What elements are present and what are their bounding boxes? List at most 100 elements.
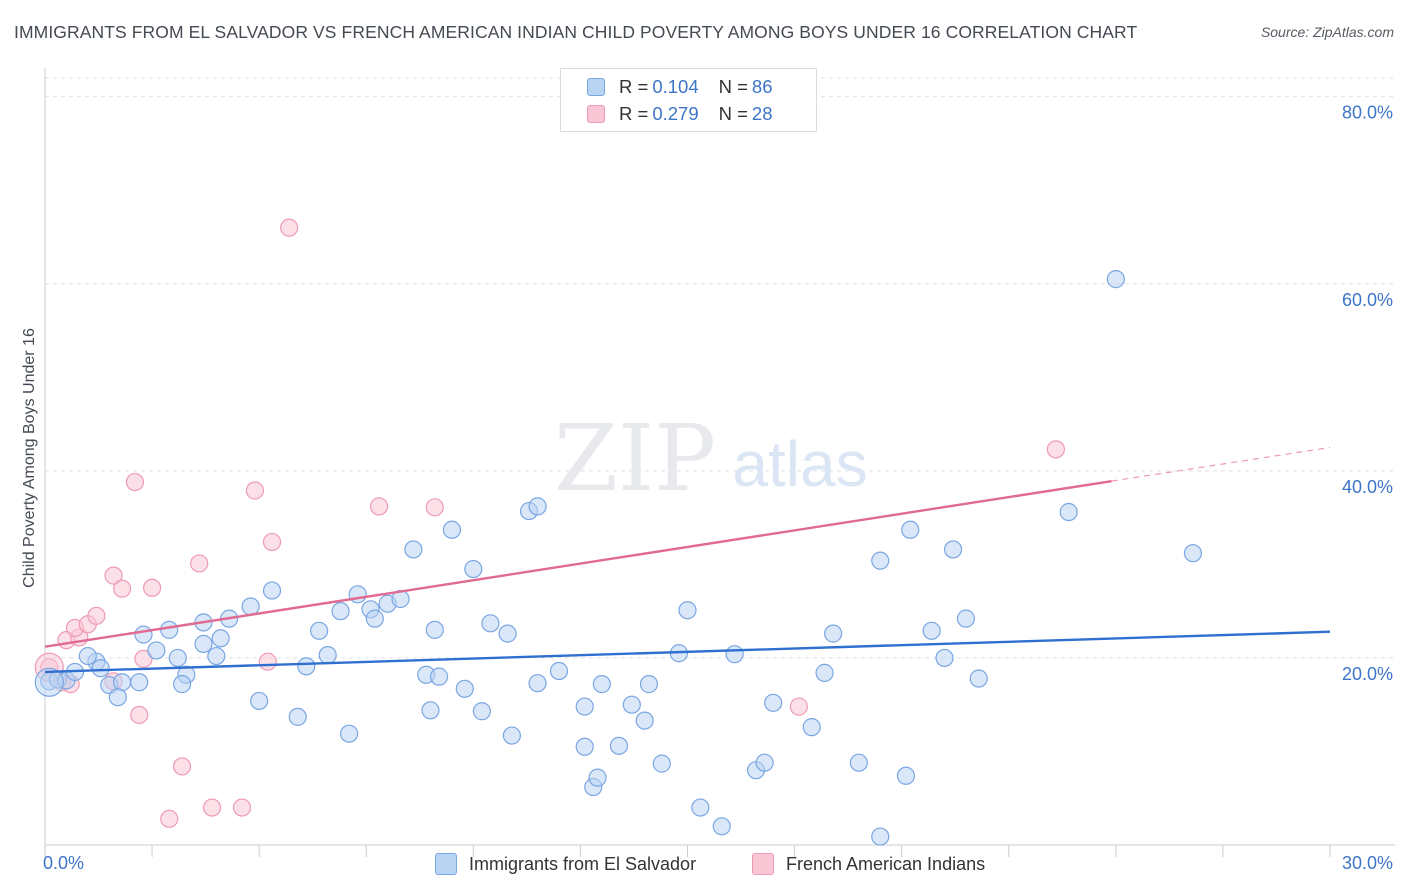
- blue-point: [956, 609, 976, 628]
- pink-point: [370, 497, 389, 516]
- tick-labels: 20.0% 40.0% 60.0% 80.0% 0.0% 30.0%: [43, 103, 1393, 873]
- blue-point: [442, 520, 462, 539]
- y-tick-label-80: 80.0%: [1342, 103, 1393, 123]
- blue-point: [849, 753, 868, 772]
- grid-lines: [45, 77, 1395, 659]
- blue-point: [502, 726, 521, 745]
- blue-point: [943, 540, 963, 559]
- blue-point: [112, 673, 132, 692]
- axes: [44, 68, 1395, 857]
- blue-point: [815, 663, 834, 682]
- blue-point: [896, 766, 916, 785]
- correlation-legend: R = 0.104 N = 86 R = 0.279 N = 28: [560, 68, 817, 132]
- pink-point: [280, 218, 299, 237]
- blue-point: [871, 827, 890, 846]
- blue-point: [481, 614, 500, 633]
- pink-point: [125, 472, 145, 492]
- watermark: ZIP atlas: [554, 405, 868, 512]
- bottom-legend-pink-label: French American Indians: [786, 853, 986, 874]
- y-tick-label-20: 20.0%: [1342, 664, 1393, 684]
- blue-point: [678, 601, 697, 620]
- blue-point: [147, 641, 166, 660]
- blue-point: [588, 768, 607, 787]
- blue-point: [575, 737, 594, 756]
- pink-point: [130, 705, 149, 725]
- pink-point: [142, 578, 162, 597]
- pink-point: [160, 809, 179, 828]
- blue-point: [160, 620, 179, 639]
- pink-point: [262, 532, 282, 552]
- blue-point: [250, 691, 269, 711]
- blue-point: [421, 701, 440, 720]
- pink-point: [104, 566, 123, 585]
- blue-point: [318, 646, 337, 665]
- pink-trend-extension: [1111, 446, 1331, 482]
- pink-point: [245, 481, 264, 500]
- blue-point: [130, 673, 149, 692]
- pink-point: [202, 798, 222, 817]
- bottom-legend-blue-label: Immigrants from El Salvador: [469, 853, 697, 874]
- blue-point: [404, 540, 423, 559]
- pink-point: [232, 798, 252, 817]
- blue-point: [622, 695, 641, 714]
- blue-point: [168, 648, 187, 668]
- blue-point: [1059, 502, 1078, 522]
- watermark-zip: ZIP: [554, 405, 716, 512]
- pink-point: [789, 697, 808, 716]
- blue-point: [712, 817, 731, 836]
- pink-trend-line: [44, 479, 1112, 648]
- blue-point: [288, 707, 307, 726]
- legend-blue-r-value: 0.104: [652, 76, 699, 97]
- blue-point: [824, 624, 843, 643]
- blue-point: [297, 657, 316, 676]
- blue-point: [935, 648, 954, 668]
- x-tick-label-min: 0.0%: [43, 853, 84, 873]
- blue-point: [969, 669, 988, 688]
- blue-point: [207, 646, 226, 666]
- bottom-pink-swatch: [752, 853, 774, 875]
- blue-point: [922, 621, 941, 640]
- watermark-atlas: atlas: [732, 428, 867, 500]
- pink-point: [87, 606, 106, 625]
- blue-point: [528, 674, 547, 693]
- source-label: Source: ZipAtlas.com: [1260, 24, 1394, 40]
- legend-blue-r-label: R =: [619, 76, 649, 97]
- blue-point: [652, 754, 671, 773]
- chart-title: IMMIGRANTS FROM EL SALVADOR VS FRENCH AM…: [14, 22, 1138, 42]
- blue-point: [575, 697, 594, 716]
- blue-point: [194, 634, 213, 653]
- blue-point: [635, 711, 654, 730]
- bottom-legend-pink: French American Indians: [752, 850, 985, 878]
- legend-blue-n-label: N =: [718, 76, 748, 97]
- blue-point: [464, 559, 483, 579]
- pink-point: [258, 652, 277, 671]
- blue-point: [755, 753, 774, 772]
- blue-point: [331, 602, 350, 621]
- bottom-legend-blue: Immigrants from El Salvador: [435, 850, 696, 878]
- pink-point: [1046, 440, 1065, 459]
- legend-row-pink: R = 0.279 N = 28: [587, 102, 773, 126]
- pink-point: [112, 579, 132, 598]
- pink-point: [172, 757, 192, 776]
- blue-point: [365, 609, 384, 628]
- blue-trend-line: [44, 630, 1331, 674]
- legend-pink-r-value: 0.279: [652, 103, 699, 124]
- blue-point: [691, 798, 710, 817]
- blue-point: [609, 736, 629, 755]
- blue-point: [725, 645, 744, 664]
- blue-point: [639, 675, 659, 694]
- pink-swatch: [587, 105, 605, 123]
- blue-point: [1106, 270, 1125, 289]
- blue-point: [91, 659, 110, 678]
- pink-point: [190, 554, 209, 573]
- pink-point: [134, 649, 153, 668]
- blue-point: [764, 693, 783, 712]
- blue-point: [241, 597, 260, 616]
- blue-point: [211, 629, 230, 648]
- blue-point-large: [34, 667, 64, 697]
- blue-point: [340, 724, 359, 743]
- y-tick-label-60: 60.0%: [1342, 290, 1393, 310]
- blue-point: [262, 581, 282, 600]
- blue-point: [429, 667, 449, 686]
